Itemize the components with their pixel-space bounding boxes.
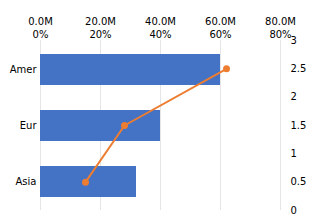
svg-text:1: 1 xyxy=(291,148,297,159)
svg-text:2: 2 xyxy=(291,91,297,102)
svg-text:Asia: Asia xyxy=(16,176,37,187)
svg-text:0%: 0% xyxy=(33,29,49,40)
svg-text:2.5: 2.5 xyxy=(291,63,307,74)
svg-text:1.5: 1.5 xyxy=(291,120,307,131)
svg-text:0.5: 0.5 xyxy=(291,176,307,187)
svg-text:80%: 80% xyxy=(269,29,291,40)
svg-text:20.0M: 20.0M xyxy=(85,16,116,27)
svg-text:3: 3 xyxy=(290,34,297,46)
svg-text:60.0M: 60.0M xyxy=(205,16,236,27)
svg-text:60%: 60% xyxy=(209,29,231,40)
svg-text:Amer: Amer xyxy=(10,64,38,75)
svg-text:20%: 20% xyxy=(89,29,111,40)
svg-text:0.0M: 0.0M xyxy=(28,16,53,27)
svg-text:40%: 40% xyxy=(149,29,171,40)
svg-text:Eur: Eur xyxy=(20,120,38,131)
svg-text:40.0M: 40.0M xyxy=(145,16,176,27)
svg-text:80.0M: 80.0M xyxy=(265,16,296,27)
svg-text:0: 0 xyxy=(291,205,297,216)
